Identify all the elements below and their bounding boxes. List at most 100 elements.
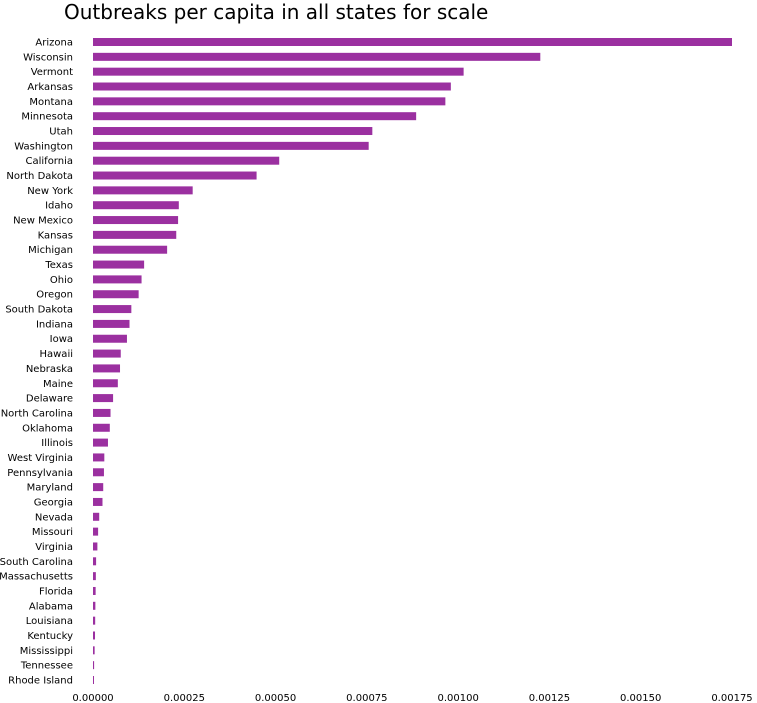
- category-label: Washington: [14, 141, 73, 152]
- bar-georgia: [93, 497, 103, 506]
- category-label: Montana: [29, 97, 73, 108]
- x-tick-label: 0.00075: [346, 693, 387, 703]
- chart-title: Outbreaks per capita in all states for s…: [64, 0, 489, 24]
- category-label: Mississippi: [20, 646, 73, 657]
- bar-michigan: [93, 245, 168, 254]
- x-tick-label: 0.00150: [620, 693, 661, 703]
- category-label: Michigan: [28, 245, 73, 256]
- bar-virginia: [93, 542, 98, 551]
- bar-louisiana: [93, 616, 96, 625]
- bar-vermont: [93, 67, 464, 76]
- bar-south-carolina: [93, 557, 97, 566]
- category-label: North Carolina: [1, 408, 73, 419]
- category-label: Ohio: [50, 275, 73, 286]
- category-label: Vermont: [31, 67, 73, 78]
- bar-south-dakota: [93, 305, 132, 314]
- bar-illinois: [93, 438, 108, 447]
- category-label: Georgia: [34, 497, 73, 508]
- category-label: Kansas: [38, 230, 73, 241]
- x-tick-label: 0.00100: [437, 693, 478, 703]
- bar-pennsylvania: [93, 468, 104, 477]
- category-label: Arkansas: [27, 82, 73, 93]
- category-label: Alabama: [29, 601, 73, 612]
- category-label: Kentucky: [27, 631, 73, 642]
- category-label: Rhode Island: [8, 676, 73, 687]
- bar-west-virginia: [93, 453, 105, 462]
- category-label: West Virginia: [8, 453, 73, 464]
- x-tick-label: 0.00050: [255, 693, 296, 703]
- bar-nevada: [93, 512, 100, 521]
- category-label: Minnesota: [21, 112, 73, 123]
- bar-ohio: [93, 275, 142, 284]
- category-label: Maryland: [27, 483, 73, 494]
- bar-delaware: [93, 394, 114, 403]
- category-label: California: [26, 156, 74, 167]
- category-label: Iowa: [50, 334, 73, 345]
- bar-washington: [93, 141, 369, 150]
- bar-arizona: [93, 38, 732, 46]
- bar-idaho: [93, 201, 179, 210]
- category-label: Utah: [49, 127, 73, 138]
- bar-missouri: [93, 527, 99, 536]
- bar-new-york: [93, 186, 193, 195]
- bar-maryland: [93, 483, 104, 492]
- category-label: Massachusetts: [0, 572, 73, 583]
- bar-nebraska: [93, 364, 121, 373]
- category-label: New Mexico: [13, 216, 73, 227]
- category-label: Indiana: [36, 319, 73, 330]
- category-label: Tennessee: [20, 661, 73, 672]
- bar-mississippi: [93, 646, 95, 655]
- bar-tennessee: [93, 661, 95, 670]
- category-label: Nevada: [35, 512, 73, 523]
- bar-massachusetts: [93, 572, 96, 581]
- bar-minnesota: [93, 112, 417, 121]
- bar-california: [93, 156, 280, 165]
- x-tick-label: 0.00000: [72, 693, 113, 703]
- bar-alabama: [93, 601, 96, 610]
- bar-kentucky: [93, 631, 96, 640]
- category-label: Virginia: [35, 542, 73, 553]
- category-label: Nebraska: [26, 364, 73, 375]
- bar-maine: [93, 379, 118, 388]
- bar-florida: [93, 586, 96, 595]
- category-label: Oklahoma: [22, 423, 73, 434]
- category-label: Hawaii: [39, 349, 73, 360]
- bar-oregon: [93, 290, 139, 299]
- category-label: Texas: [44, 260, 73, 271]
- category-label: South Carolina: [0, 557, 73, 568]
- category-label: New York: [27, 186, 73, 197]
- bar-kansas: [93, 230, 177, 239]
- category-label: Wisconsin: [23, 52, 73, 63]
- bar-north-dakota: [93, 171, 257, 180]
- category-label: Illinois: [41, 438, 73, 449]
- bar-utah: [93, 127, 373, 136]
- category-label: Louisiana: [26, 616, 73, 627]
- category-label: Maine: [43, 379, 73, 390]
- bar-montana: [93, 97, 446, 106]
- bar-oklahoma: [93, 423, 110, 432]
- bar-hawaii: [93, 349, 121, 358]
- category-label: Missouri: [32, 527, 73, 538]
- bar-iowa: [93, 334, 127, 343]
- category-label: Oregon: [36, 290, 73, 301]
- x-axis-ticks-group: 0.00000 0.00025 0.00050 0.00075 0.00100 0.001…: [72, 693, 752, 703]
- bar-arkansas: [93, 82, 451, 91]
- category-label: Florida: [39, 586, 73, 597]
- bar-wisconsin: [93, 52, 541, 61]
- category-label: Arizona: [35, 38, 73, 49]
- category-label: South Dakota: [5, 305, 73, 316]
- x-tick-label: 0.00125: [529, 693, 570, 703]
- bar-new-mexico: [93, 216, 179, 225]
- category-labels-group: Arizona Wisconsin Vermont Arkansas Montana Mi…: [0, 38, 73, 687]
- bar-rhode-island: [93, 676, 94, 684]
- bar-indiana: [93, 319, 130, 328]
- x-tick-label: 0.00175: [711, 693, 752, 703]
- category-label: Idaho: [45, 201, 73, 212]
- bar-north-carolina: [93, 408, 111, 417]
- bar-texas: [93, 260, 145, 269]
- category-label: North Dakota: [6, 171, 73, 182]
- category-label: Delaware: [26, 394, 73, 405]
- category-label: Pennsylvania: [7, 468, 73, 479]
- bars-group: [93, 38, 732, 684]
